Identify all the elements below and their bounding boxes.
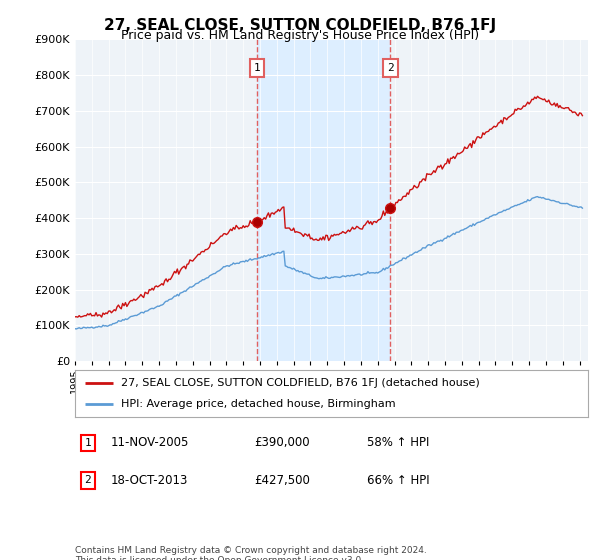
Bar [257,39,391,361]
Text: £427,500: £427,500 [254,474,310,487]
Text: 1: 1 [85,438,91,448]
Text: 2: 2 [85,475,91,486]
Text: 2: 2 [387,63,394,73]
Text: 27, SEAL CLOSE, SUTTON COLDFIELD, B76 1FJ (detached house): 27, SEAL CLOSE, SUTTON COLDFIELD, B76 1F… [121,378,480,388]
Text: HPI: Average price, detached house, Birmingham: HPI: Average price, detached house, Birm… [121,399,396,409]
Text: 66% ↑ HPI: 66% ↑ HPI [367,474,430,487]
Text: 27, SEAL CLOSE, SUTTON COLDFIELD, B76 1FJ: 27, SEAL CLOSE, SUTTON COLDFIELD, B76 1F… [104,18,496,33]
Text: 18-OCT-2013: 18-OCT-2013 [111,474,188,487]
Text: Contains HM Land Registry data © Crown copyright and database right 2024.
This d: Contains HM Land Registry data © Crown c… [75,546,427,560]
Text: 11-NOV-2005: 11-NOV-2005 [111,436,189,449]
Text: £390,000: £390,000 [254,436,310,449]
Text: Price paid vs. HM Land Registry's House Price Index (HPI): Price paid vs. HM Land Registry's House … [121,29,479,42]
Text: 1: 1 [254,63,260,73]
Text: 58% ↑ HPI: 58% ↑ HPI [367,436,430,449]
